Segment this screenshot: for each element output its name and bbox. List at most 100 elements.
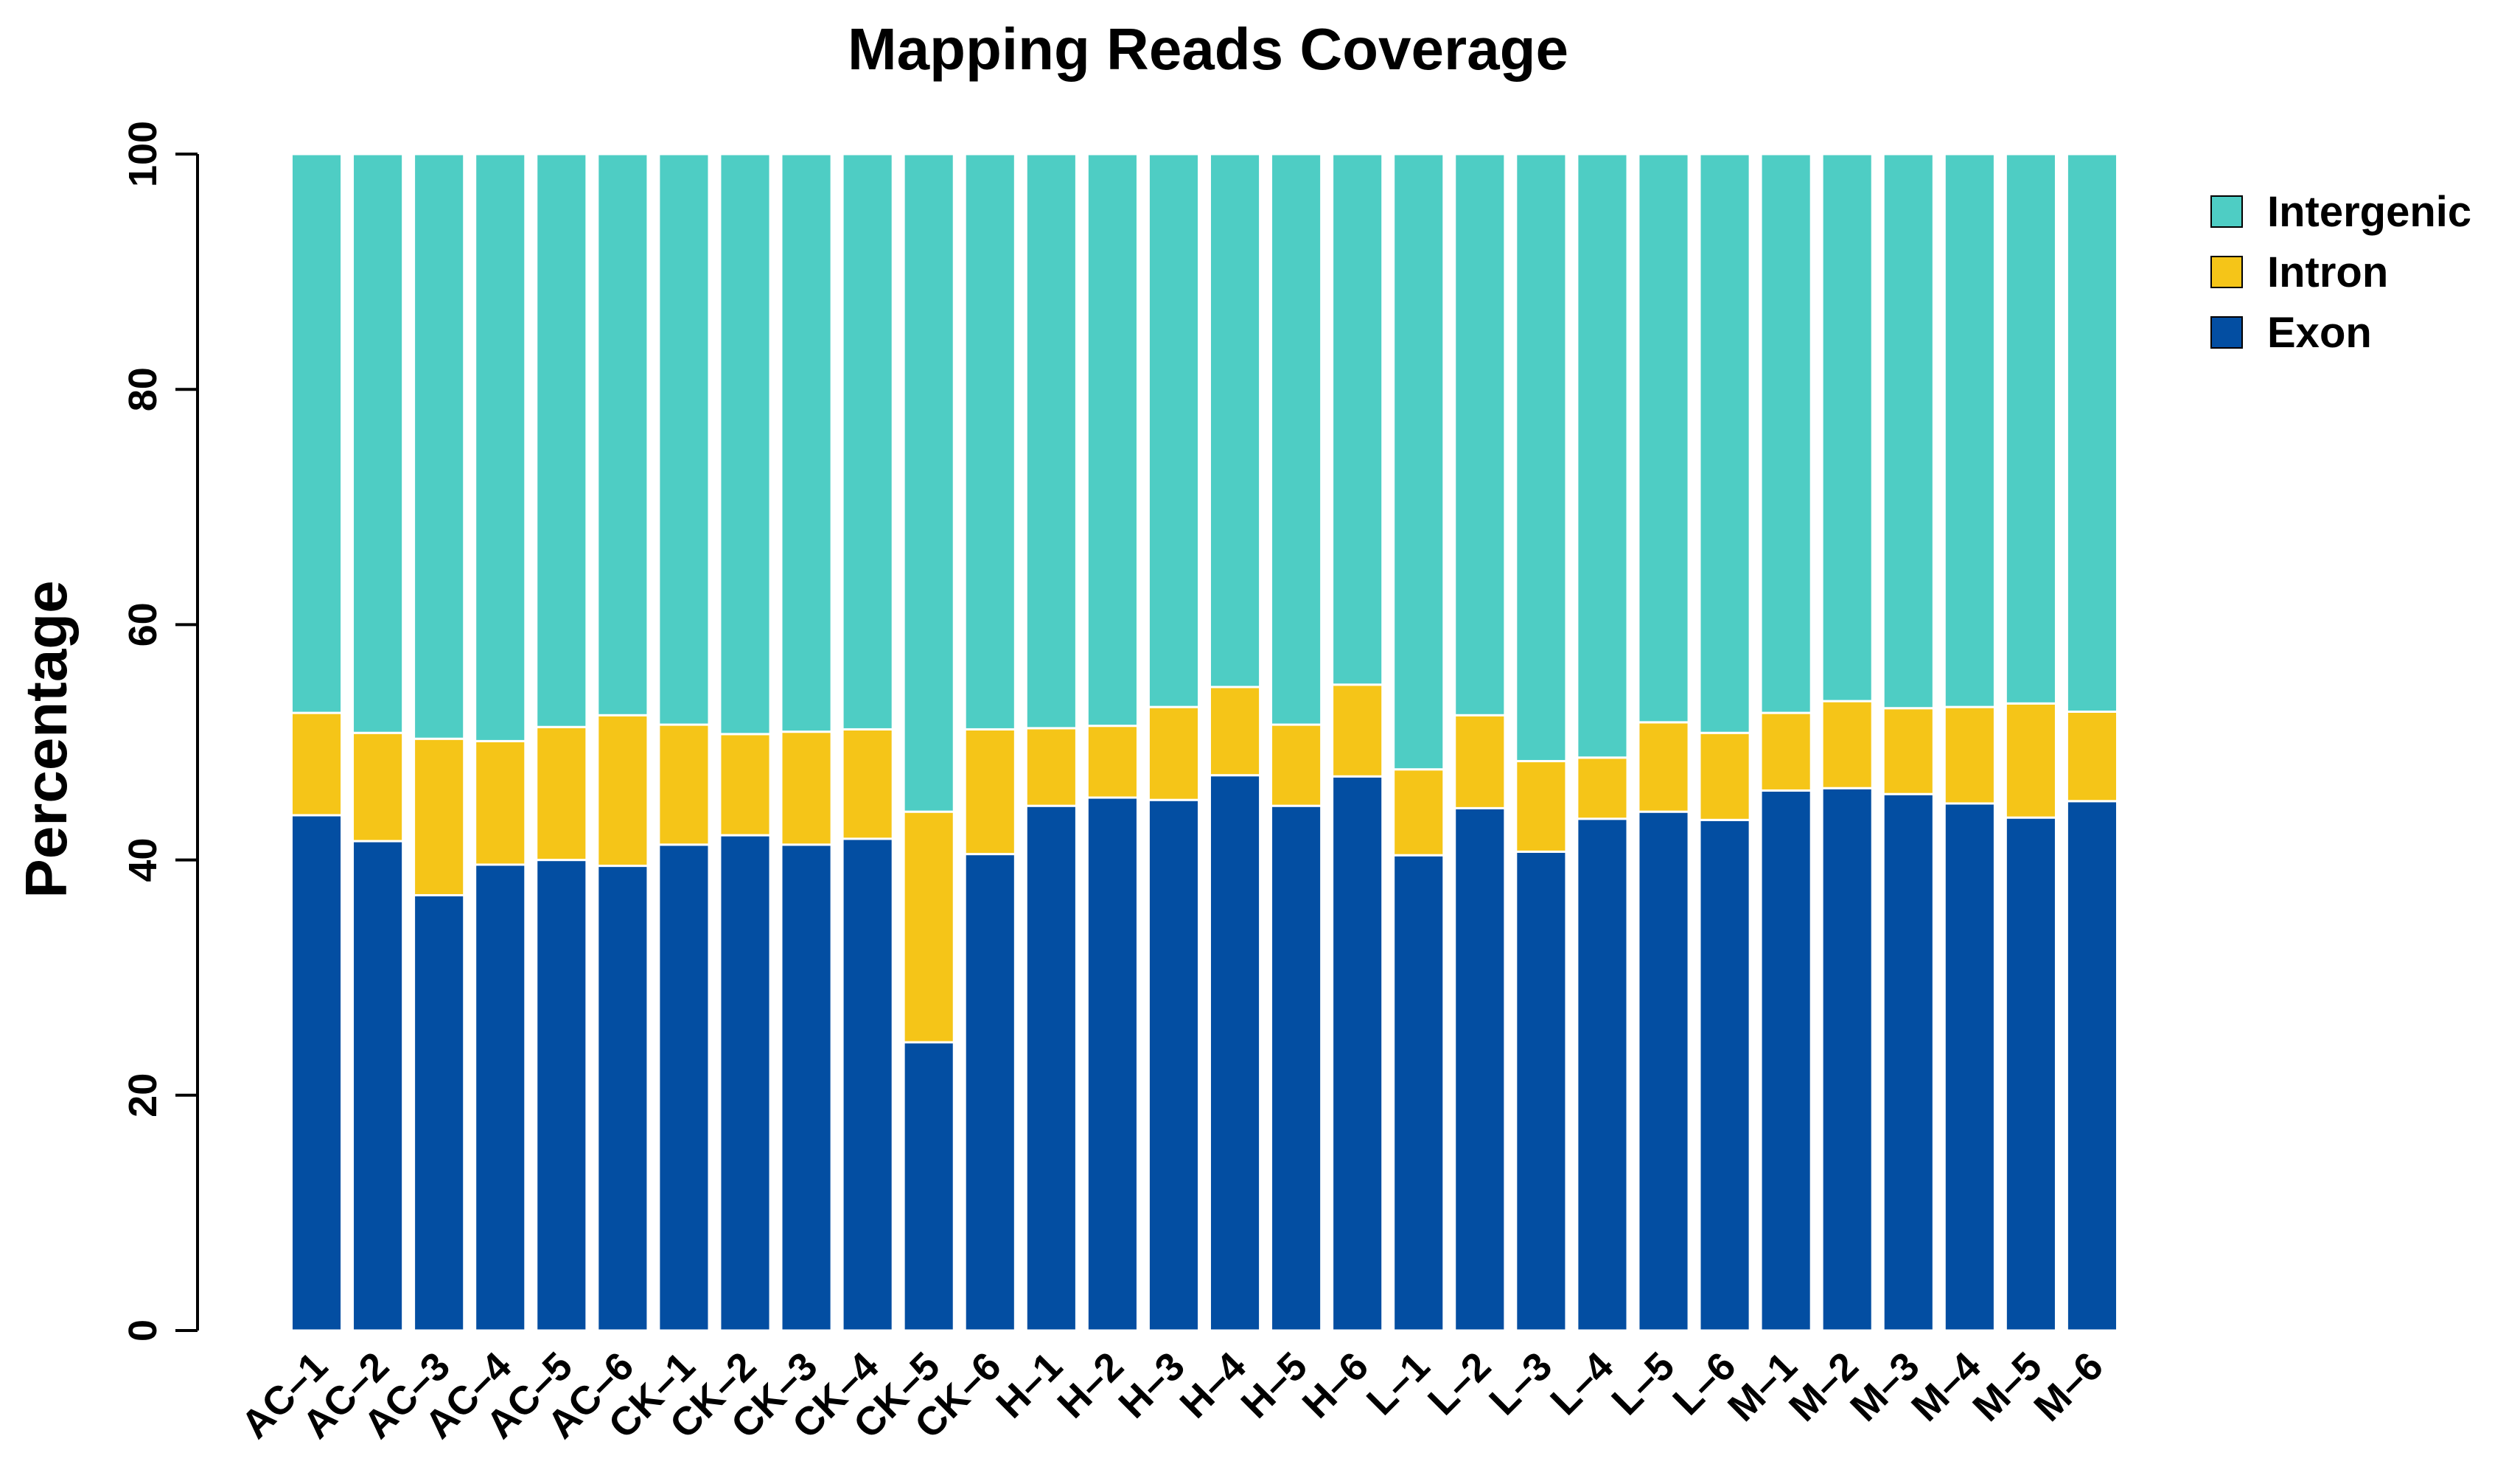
legend-swatch-intergenic xyxy=(2210,195,2243,228)
legend-label-intron: Intron xyxy=(2267,248,2388,296)
x-tick-label: L–4 xyxy=(1542,1344,1622,1423)
bar-segment-intergenic xyxy=(1086,153,1139,728)
bar-segment-exon xyxy=(963,853,1016,1332)
bar-segment-intron xyxy=(1331,683,1384,778)
bar-segment-intergenic xyxy=(657,153,711,726)
chart-title: Mapping Reads Coverage xyxy=(848,16,1568,82)
bar-segment-intron xyxy=(535,725,588,862)
bar-segment-intron xyxy=(1576,756,1629,820)
bar-segment-intergenic xyxy=(1576,153,1629,759)
bar-segment-intergenic xyxy=(1270,153,1323,726)
bar-segment-intron xyxy=(1025,727,1078,807)
bar-segment-intron xyxy=(780,730,833,846)
bar-segment-intron xyxy=(1637,721,1690,813)
bar-segment-intron xyxy=(657,723,711,846)
bar-segment-intron xyxy=(963,728,1016,856)
bar-segment-exon xyxy=(657,843,711,1332)
bar-segment-intergenic xyxy=(1759,153,1812,714)
bar-segment-intergenic xyxy=(1821,153,1874,702)
bar-segment-exon xyxy=(1821,787,1874,1332)
y-tick-label: 20 xyxy=(121,1073,165,1117)
bar-segment-exon xyxy=(902,1041,955,1332)
bar-segment-intron xyxy=(1943,705,1996,805)
bar-segment-intron xyxy=(1270,723,1323,807)
bar-segment-intergenic xyxy=(841,153,894,730)
bar-segment-intron xyxy=(1698,731,1751,821)
bar-segment-intergenic xyxy=(1147,153,1201,708)
bar-segment-exon xyxy=(1882,792,1935,1332)
bar-segment-intron xyxy=(413,737,466,896)
bar-segment-exon xyxy=(352,840,405,1332)
bar-segment-intron xyxy=(474,739,527,866)
bar-segment-intergenic xyxy=(1515,153,1568,763)
bar-segment-intron xyxy=(841,728,894,840)
bar-segment-exon xyxy=(1453,806,1507,1332)
bar-segment-exon xyxy=(1759,789,1812,1332)
x-tick-label: L–2 xyxy=(1420,1344,1499,1423)
bars xyxy=(290,153,2119,1332)
bar-segment-exon xyxy=(290,814,343,1332)
bar-segment-intergenic xyxy=(780,153,833,733)
bar-segment-intron xyxy=(719,733,772,837)
bar-segment-intergenic xyxy=(474,153,527,742)
bar-segment-exon xyxy=(1576,817,1629,1332)
bar-segment-intron xyxy=(1882,707,1935,795)
bar-segment-exon xyxy=(474,863,527,1332)
bar-segment-intron xyxy=(596,714,649,868)
bar-segment-intergenic xyxy=(1882,153,1935,710)
bar-segment-exon xyxy=(841,837,894,1332)
bar-segment-exon xyxy=(535,859,588,1332)
y-axis-label: Percentage xyxy=(13,580,79,898)
bar-segment-exon xyxy=(1147,798,1201,1332)
bar-segment-intron xyxy=(1515,760,1568,853)
y-tick-label: 0 xyxy=(121,1319,165,1342)
bar-segment-intergenic xyxy=(1025,153,1078,730)
bar-segment-intron xyxy=(1392,768,1445,857)
bar-segment-intergenic xyxy=(1637,153,1690,724)
bar-segment-intergenic xyxy=(535,153,588,728)
x-tick-label: L–1 xyxy=(1358,1344,1438,1423)
y-axis: 0 20 40 60 80 100 xyxy=(121,121,199,1342)
bar-segment-intergenic xyxy=(1698,153,1751,734)
bar-segment-intron xyxy=(2065,711,2119,803)
bar-segment-exon xyxy=(1392,854,1445,1332)
x-tick-label: L–5 xyxy=(1603,1344,1683,1423)
bar-segment-intergenic xyxy=(352,153,405,734)
bar-segment-exon xyxy=(1270,804,1323,1332)
bar-segment-intergenic xyxy=(1208,153,1262,688)
bar-segment-intron xyxy=(1086,725,1139,799)
x-tick-label: L–3 xyxy=(1481,1344,1560,1423)
bar-segment-intergenic xyxy=(596,153,649,716)
legend-swatch-intron xyxy=(2210,256,2243,288)
bar-segment-intergenic xyxy=(902,153,955,813)
bar-segment-intron xyxy=(1147,705,1201,801)
bar-segment-intron xyxy=(1453,714,1507,809)
bar-segment-intergenic xyxy=(413,153,466,740)
y-tick-label: 80 xyxy=(121,367,165,411)
bar-segment-intergenic xyxy=(2065,153,2119,713)
bar-segment-intergenic xyxy=(2004,153,2057,705)
bar-segment-intron xyxy=(1208,686,1262,777)
legend-swatch-exon xyxy=(2210,316,2243,349)
bar-segment-intergenic xyxy=(1331,153,1384,686)
x-tick-labels: AC–1AC–2AC–3AC–4AC–5AC–6CK–1CK–2CK–3CK–4… xyxy=(233,1344,2112,1447)
x-tick-label: M–6 xyxy=(2025,1344,2112,1430)
legend: Intergenic Intron Exon xyxy=(2210,188,2471,357)
y-tick-label: 40 xyxy=(121,838,165,882)
bar-segment-exon xyxy=(780,843,833,1332)
legend-label-exon: Exon xyxy=(2267,309,2372,357)
bar-segment-intergenic xyxy=(290,153,343,714)
legend-label-intergenic: Intergenic xyxy=(2267,188,2471,236)
bar-segment-intron xyxy=(2004,702,2057,819)
bar-segment-intergenic xyxy=(719,153,772,736)
bar-segment-intron xyxy=(290,711,343,817)
bar-segment-exon xyxy=(413,893,466,1332)
bar-segment-exon xyxy=(1637,810,1690,1332)
bar-segment-intron xyxy=(902,810,955,1044)
bar-segment-exon xyxy=(1698,818,1751,1332)
bar-segment-intron xyxy=(1821,700,1874,789)
bar-segment-exon xyxy=(1025,804,1078,1332)
bar-segment-exon xyxy=(1208,774,1262,1332)
bar-segment-exon xyxy=(719,834,772,1332)
